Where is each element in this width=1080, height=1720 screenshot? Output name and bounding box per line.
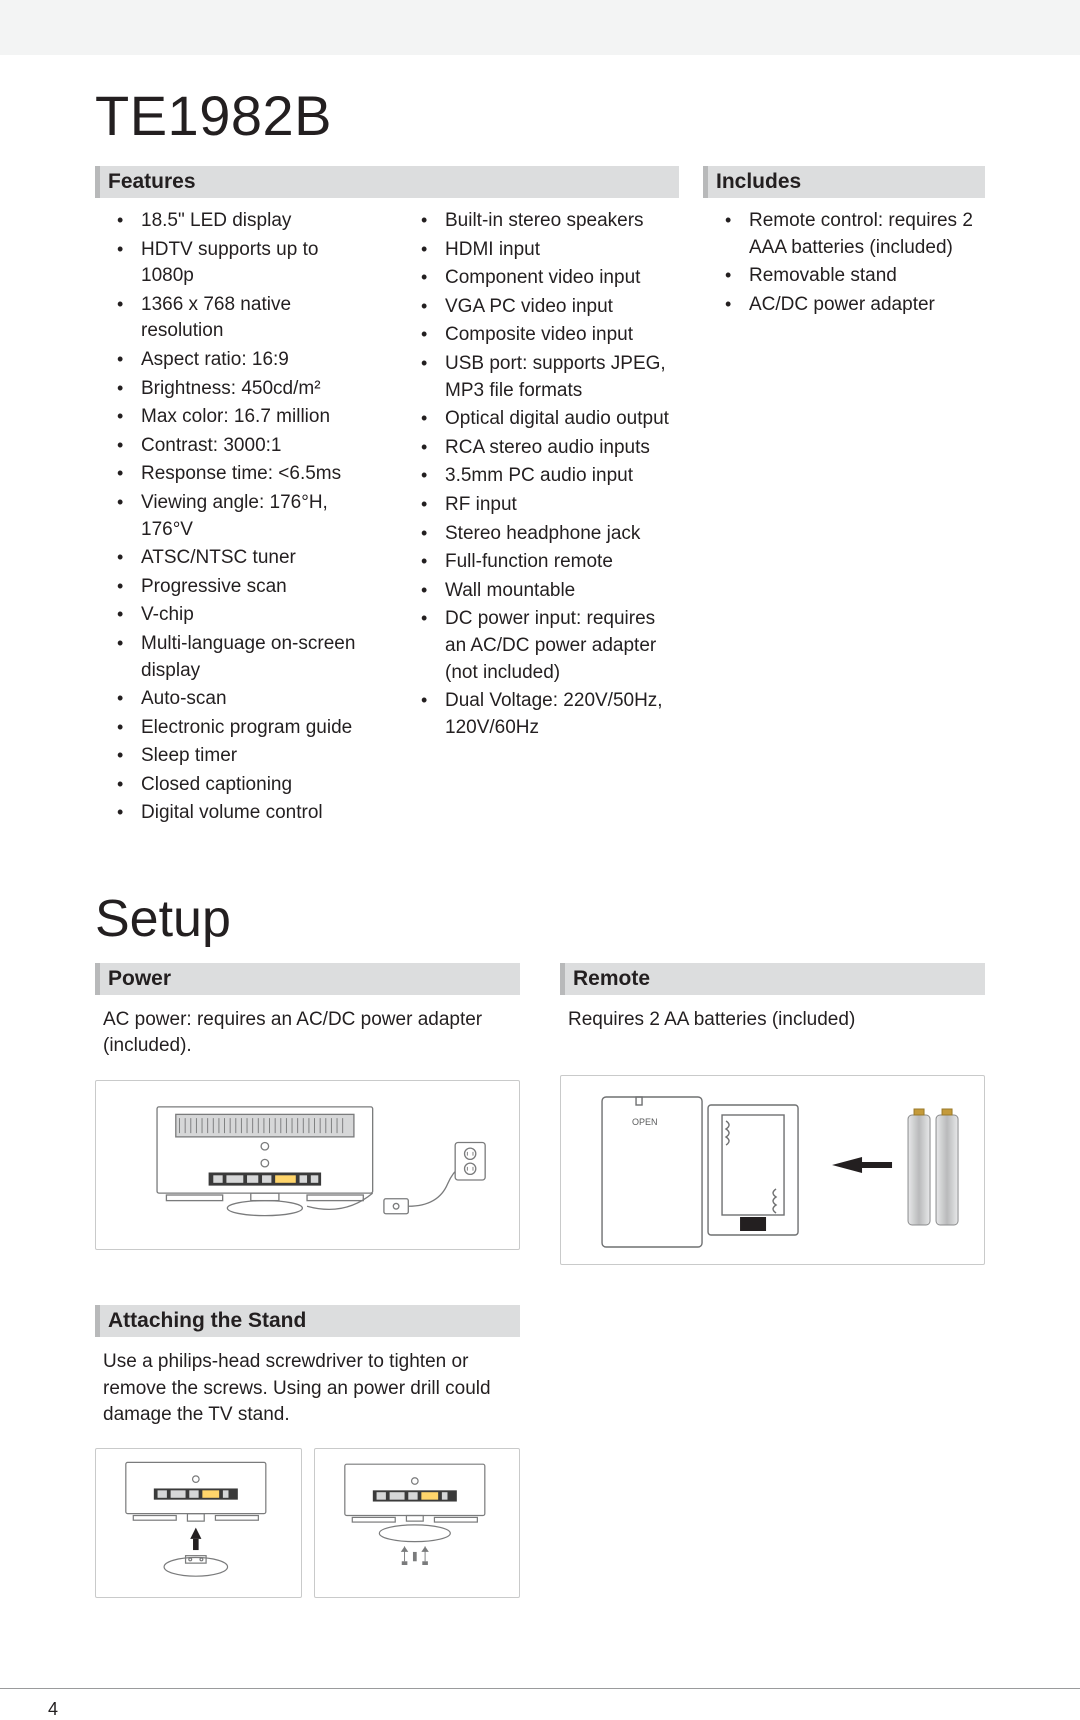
list-item: Sleep timer	[117, 743, 375, 770]
remote-illustration: OPEN	[560, 1075, 985, 1265]
list-item: 3.5mm PC audio input	[421, 463, 679, 490]
list-item: 1366 x 768 native resolution	[117, 292, 375, 345]
list-item: RF input	[421, 492, 679, 519]
stand-header: Attaching the Stand	[95, 1305, 520, 1337]
remote-block: Remote Requires 2 AA batteries (included…	[560, 963, 985, 1265]
page-number: 4	[0, 1689, 1080, 1720]
list-item: Digital volume control	[117, 800, 375, 827]
features-includes-row: Features 18.5" LED displayHDTV supports …	[95, 166, 985, 829]
list-item: Brightness: 450cd/m²	[117, 376, 375, 403]
includes-header: Includes	[703, 166, 985, 198]
stand-illustrations	[95, 1442, 520, 1598]
list-item: Optical digital audio output	[421, 406, 679, 433]
features-list-col1: 18.5" LED displayHDTV supports up to 108…	[95, 208, 375, 829]
list-item: Wall mountable	[421, 578, 679, 605]
setup-row-2: Attaching the Stand Use a philips-head s…	[95, 1305, 985, 1598]
top-gray-band	[0, 0, 1080, 55]
stand-block: Attaching the Stand Use a philips-head s…	[95, 1305, 520, 1598]
list-item: USB port: supports JPEG, MP3 file format…	[421, 351, 679, 404]
list-item: Dual Voltage: 220V/50Hz, 120V/60Hz	[421, 688, 679, 741]
list-item: ATSC/NTSC tuner	[117, 545, 375, 572]
list-item: Contrast: 3000:1	[117, 433, 375, 460]
list-item: V-chip	[117, 602, 375, 629]
features-header: Features	[95, 166, 679, 198]
stand-text: Use a philips-head screwdriver to tighte…	[95, 1347, 520, 1442]
list-item: Component video input	[421, 265, 679, 292]
page-content: TE1982B Features 18.5" LED displayHDTV s…	[0, 55, 1080, 1638]
open-label: OPEN	[632, 1117, 658, 1127]
list-item: Max color: 16.7 million	[117, 404, 375, 431]
list-item: Composite video input	[421, 322, 679, 349]
power-block: Power AC power: requires an AC/DC power …	[95, 963, 520, 1249]
list-item: Aspect ratio: 16:9	[117, 347, 375, 374]
list-item: Closed captioning	[117, 772, 375, 799]
list-item: VGA PC video input	[421, 294, 679, 321]
list-item: Removable stand	[725, 263, 985, 290]
power-header: Power	[95, 963, 520, 995]
stand-illustration-2	[314, 1448, 521, 1598]
list-item: Full-function remote	[421, 549, 679, 576]
list-item: Stereo headphone jack	[421, 521, 679, 548]
list-item: Progressive scan	[117, 574, 375, 601]
list-item: AC/DC power adapter	[725, 292, 985, 319]
list-item: DC power input: requires an AC/DC power …	[421, 606, 679, 686]
setup-row-1: Power AC power: requires an AC/DC power …	[95, 963, 985, 1265]
list-item: Remote control: requires 2 AAA batteries…	[725, 208, 985, 261]
remote-header: Remote	[560, 963, 985, 995]
list-item: Built-in stereo speakers	[421, 208, 679, 235]
features-column-group: Features 18.5" LED displayHDTV supports …	[95, 166, 679, 829]
includes-list: Remote control: requires 2 AAA batteries…	[703, 208, 985, 318]
power-illustration	[95, 1080, 520, 1250]
features-list-col2: Built-in stereo speakersHDMI inputCompon…	[399, 208, 679, 829]
list-item: Response time: <6.5ms	[117, 461, 375, 488]
includes-column: Includes Remote control: requires 2 AAA …	[703, 166, 985, 320]
list-item: HDMI input	[421, 237, 679, 264]
list-item: Auto-scan	[117, 686, 375, 713]
remote-text: Requires 2 AA batteries (included)	[560, 1005, 985, 1047]
power-text: AC power: requires an AC/DC power adapte…	[95, 1005, 520, 1073]
list-item: HDTV supports up to 1080p	[117, 237, 375, 290]
stand-illustration-1	[95, 1448, 302, 1598]
list-item: RCA stereo audio inputs	[421, 435, 679, 462]
list-item: Viewing angle: 176°H, 176°V	[117, 490, 375, 543]
list-item: Multi-language on-screen display	[117, 631, 375, 684]
setup-title: Setup	[95, 829, 985, 963]
list-item: 18.5" LED display	[117, 208, 375, 235]
list-item: Electronic program guide	[117, 715, 375, 742]
model-title: TE1982B	[95, 55, 985, 166]
